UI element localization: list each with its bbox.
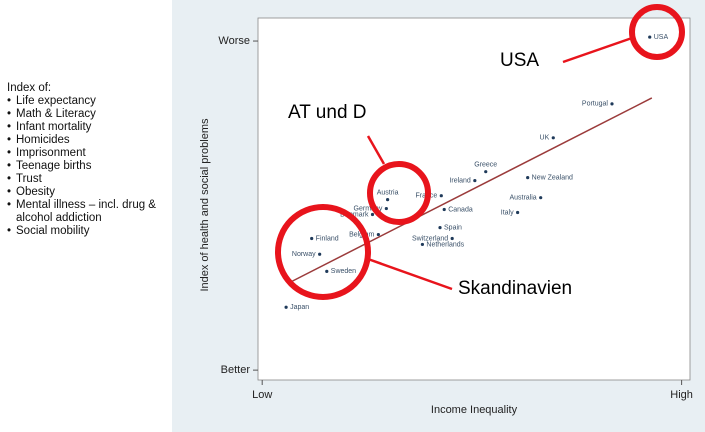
index-item: Math & Literacy bbox=[7, 108, 167, 121]
y-tick-label: Better bbox=[221, 364, 251, 376]
point bbox=[484, 170, 488, 174]
index-items: Life expectancyMath & LiteracyInfant mor… bbox=[7, 95, 167, 238]
index-item: Life expectancy bbox=[7, 95, 167, 108]
x-axis-label: Income Inequality bbox=[431, 404, 518, 416]
index-item: Social mobility bbox=[7, 225, 167, 238]
point-label: Austria bbox=[377, 190, 399, 197]
point bbox=[420, 242, 425, 247]
point-label: Finland bbox=[316, 235, 339, 242]
index-item: Teenage births bbox=[7, 160, 167, 173]
point-label: UK bbox=[540, 135, 550, 142]
index-item: Homicides bbox=[7, 134, 167, 147]
index-item: Mental illness – incl. drug & alcohol ad… bbox=[7, 199, 167, 225]
annotations: USA AT und D Skandinavien bbox=[275, 4, 685, 300]
highlight-circle bbox=[275, 204, 371, 300]
annotation: AT und D bbox=[288, 102, 367, 123]
pointer-line bbox=[562, 36, 633, 64]
point-label: Spain bbox=[444, 224, 462, 231]
point bbox=[384, 206, 388, 211]
annotation: Skandinavien bbox=[458, 278, 572, 299]
point bbox=[310, 236, 314, 241]
index-item: Infant mortality bbox=[7, 121, 167, 134]
highlight-circle bbox=[629, 4, 685, 60]
point bbox=[539, 196, 543, 200]
point-label: Sweden bbox=[331, 268, 356, 275]
point-label: New Zealand bbox=[532, 174, 573, 181]
point bbox=[648, 35, 652, 39]
point-label: Switzerland bbox=[412, 235, 448, 242]
point-label: Canada bbox=[448, 206, 473, 213]
point bbox=[551, 136, 555, 140]
x-tick-label: High bbox=[670, 389, 693, 401]
point-label: Denmark bbox=[340, 211, 369, 218]
point bbox=[442, 207, 446, 212]
y-axis-label: Index of health and social problems bbox=[199, 118, 211, 292]
index-item: Obesity bbox=[7, 186, 167, 199]
x-tick-label: Low bbox=[252, 389, 272, 401]
point-label: Greece bbox=[474, 162, 497, 169]
index-title: Index of: bbox=[7, 82, 52, 94]
pointer-line bbox=[366, 135, 386, 165]
point bbox=[370, 212, 375, 217]
point bbox=[386, 198, 390, 202]
point bbox=[610, 102, 614, 106]
point-label: Italy bbox=[501, 209, 514, 216]
annotation: USA bbox=[500, 50, 539, 71]
index-list: Index of: Life expectancyMath & Literacy… bbox=[7, 82, 167, 238]
point bbox=[450, 236, 454, 241]
point bbox=[325, 269, 329, 273]
point-label: Australia bbox=[509, 195, 536, 202]
point bbox=[284, 305, 288, 309]
point bbox=[526, 176, 530, 180]
point bbox=[376, 232, 380, 237]
point-label: Ireland bbox=[449, 177, 471, 184]
trend-line bbox=[287, 97, 653, 284]
point-label: Norway bbox=[292, 251, 316, 258]
point-label: USA bbox=[654, 34, 669, 41]
point bbox=[318, 252, 322, 256]
point bbox=[438, 226, 442, 230]
point bbox=[516, 210, 520, 215]
point-label: Japan bbox=[290, 304, 309, 311]
index-item: Imprisonment bbox=[7, 147, 167, 160]
index-item: Trust bbox=[7, 173, 167, 186]
pointer-line bbox=[367, 257, 453, 291]
point-label: Germany bbox=[354, 205, 383, 212]
y-tick-label: Worse bbox=[218, 35, 250, 47]
plot-area bbox=[257, 17, 691, 381]
highlight-circle bbox=[367, 161, 431, 225]
point bbox=[473, 178, 477, 183]
point bbox=[439, 194, 443, 198]
point-label: Netherlands bbox=[426, 241, 464, 248]
point-label: Portugal bbox=[582, 101, 609, 108]
